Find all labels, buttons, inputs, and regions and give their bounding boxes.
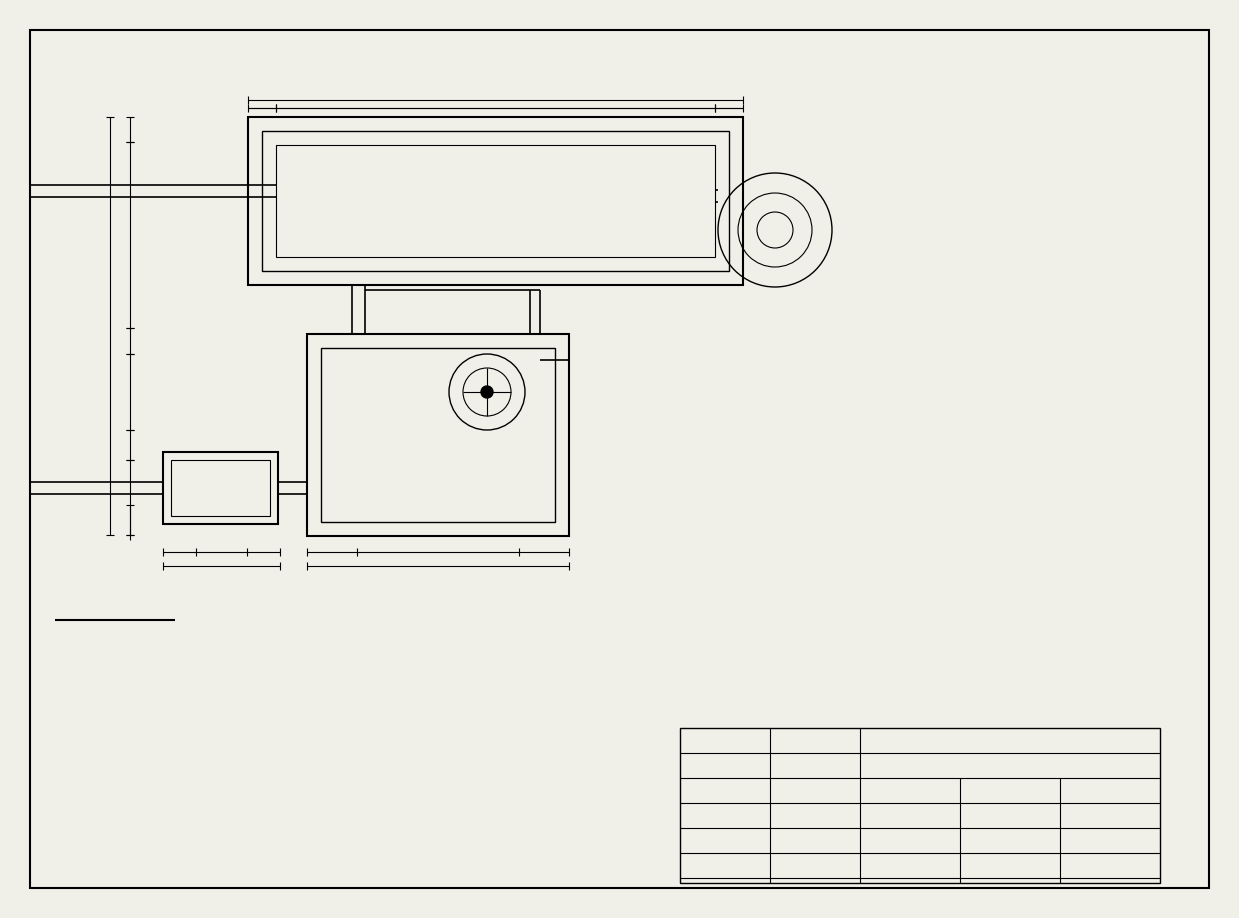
Bar bbox=[307, 334, 569, 536]
Bar bbox=[248, 117, 743, 285]
Bar bbox=[164, 452, 278, 524]
Bar bbox=[680, 728, 1160, 883]
Bar bbox=[261, 131, 729, 271]
Text: znzmo.com: znzmo.com bbox=[563, 178, 638, 222]
Text: znzmo.com: znzmo.com bbox=[862, 358, 938, 402]
Text: 知束网www.znzmo.com: 知束网www.znzmo.com bbox=[116, 120, 244, 209]
Bar bbox=[276, 145, 715, 257]
Bar bbox=[321, 348, 555, 522]
Bar bbox=[171, 460, 270, 516]
Text: 知束网www.znzmo.com: 知束网www.znzmo.com bbox=[36, 335, 164, 425]
Circle shape bbox=[481, 386, 493, 398]
